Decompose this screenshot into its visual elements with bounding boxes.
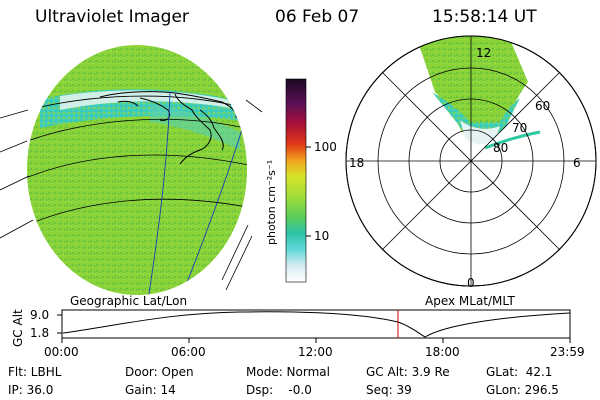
lat-70-label: 70: [512, 121, 528, 135]
filter-info: Flt: LBHL: [8, 365, 62, 379]
time-tick-1: 06:00: [171, 345, 206, 359]
gc-alt-info: GC Alt: 3.9 Re: [366, 365, 450, 379]
mode-info: Mode: Normal: [246, 365, 330, 379]
mlt-6-label: 6: [573, 156, 581, 170]
alt-tick-high: 9.0: [30, 308, 50, 322]
door-info: Door: Open: [125, 365, 194, 379]
mlt-18-label: 18: [349, 156, 365, 170]
time-tick-2: 12:00: [298, 345, 333, 359]
date-label: 06 Feb 07: [275, 7, 360, 27]
polar-plot: [345, 35, 597, 287]
seq-info: Seq: 39: [366, 383, 412, 397]
colorbar-tick-100: 100: [314, 140, 337, 154]
ip-info: IP: 36.0: [8, 383, 54, 397]
geo-label: Geographic Lat/Lon: [70, 294, 188, 308]
mlt-0-label: 0: [467, 276, 475, 290]
dsp-info: Dsp: -0.0: [246, 383, 312, 397]
time-tick-4: 23:59: [550, 345, 585, 359]
geographic-image: [0, 45, 263, 295]
mlt-12-label: 12: [476, 46, 492, 60]
gain-info: Gain: 14: [125, 383, 176, 397]
colorbar-tick-10: 10: [314, 229, 330, 243]
glat-info: GLat: 42.1: [486, 365, 553, 379]
time-label: 15:58:14 UT: [432, 7, 537, 27]
glon-info: GLon: 296.5: [486, 383, 559, 397]
lat-80-label: 80: [493, 141, 509, 155]
apex-label: Apex MLat/MLT: [425, 294, 515, 308]
time-tick-3: 18:00: [425, 345, 460, 359]
lat-60-label: 60: [535, 99, 551, 113]
orbit-plot: [57, 309, 571, 343]
instrument-title: Ultraviolet Imager: [35, 7, 189, 27]
colorbar-unit-label: photon cm⁻²s⁻¹: [265, 159, 278, 245]
gc-alt-axis-label: GC Alt: [11, 309, 25, 347]
colorbar: [285, 78, 311, 283]
time-tick-0: 00:00: [44, 345, 79, 359]
alt-tick-low: 1.8: [30, 326, 50, 340]
